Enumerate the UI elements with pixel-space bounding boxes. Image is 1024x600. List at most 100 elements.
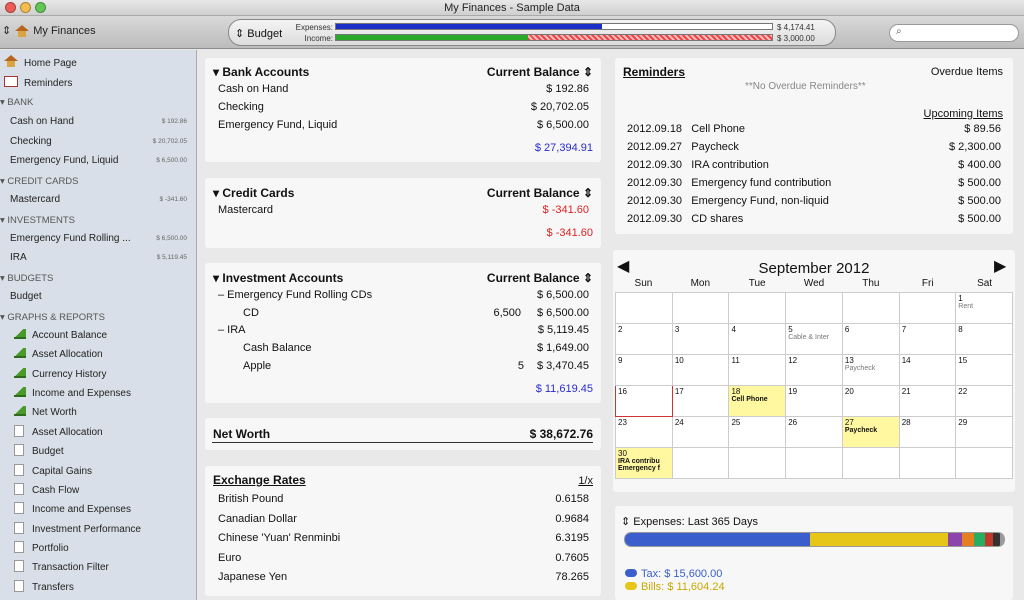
reminder-row[interactable]: 2012.09.30 Emergency Fund, non-liquid [627, 195, 829, 207]
account-name[interactable]: – Emergency Fund Rolling CDs [218, 289, 373, 301]
sidebar-item-graph[interactable]: Income and Expenses [14, 385, 211, 403]
sidebar-item-graph[interactable]: Net Worth [14, 404, 211, 422]
zoom-button[interactable] [35, 2, 46, 13]
reminder-row[interactable]: 2012.09.30 CD shares [627, 213, 743, 225]
current-balance-header[interactable]: Current Balance ⇕ [486, 271, 593, 285]
sidebar-item-report[interactable]: Income and Expenses [14, 501, 211, 519]
invert-rate-toggle[interactable]: 1/x [578, 475, 593, 487]
sidebar-header-bank[interactable]: ▾ BANK [0, 94, 197, 112]
exchange-rates-title[interactable]: Exchange Rates [213, 473, 306, 487]
calendar-day[interactable]: 20 [841, 385, 900, 417]
expenses-title[interactable]: ⇕ Expenses: Last 365 Days [621, 516, 759, 528]
expense-segment[interactable] [810, 533, 949, 546]
budget-selector[interactable]: ⇕ Budget [235, 28, 283, 40]
sidebar-item-report[interactable]: Budget [14, 443, 211, 461]
sidebar-item-account[interactable]: Emergency Fund Rolling ... $ 6,500.00 [10, 230, 197, 248]
calendar-day[interactable]: 18 Cell Phone [728, 385, 787, 417]
calendar-day[interactable]: 4 [728, 323, 787, 355]
sidebar-item-account[interactable]: Checking $ 20,702.05 [10, 133, 197, 151]
sidebar-item-report[interactable]: Portfolio [14, 540, 211, 558]
calendar-day[interactable] [728, 292, 787, 324]
next-month-arrow-icon[interactable]: ▶ [994, 258, 1007, 275]
calendar-day[interactable]: 25 [728, 416, 787, 448]
calendar-day[interactable]: 17 [671, 385, 730, 417]
calendar-day[interactable]: 24 [671, 416, 730, 448]
calendar-day[interactable] [615, 292, 673, 324]
calendar-day[interactable]: 10 [671, 354, 730, 386]
sidebar-header-graphs[interactable]: ▾ GRAPHS & REPORTS [0, 309, 197, 327]
calendar-day[interactable]: 9 [615, 354, 673, 386]
calendar-day[interactable]: 13 Paycheck [841, 354, 900, 386]
sidebar-header-budgets[interactable]: ▾ BUDGETS [0, 270, 197, 288]
reminder-row[interactable]: 2012.09.18 Cell Phone [627, 123, 745, 135]
calendar-day[interactable]: 21 [898, 385, 957, 417]
expense-segment[interactable] [948, 533, 963, 546]
calendar-day[interactable] [785, 292, 843, 324]
calendar-day[interactable]: 1 Rent [955, 292, 1013, 324]
security-name[interactable]: Cash Balance [243, 342, 312, 354]
sidebar-item-reminders[interactable]: Reminders [4, 75, 201, 93]
calendar-day[interactable]: 29 [955, 416, 1013, 448]
calendar-day[interactable]: 7 [898, 323, 957, 355]
previous-month-arrow-icon[interactable]: ◀ [617, 258, 630, 275]
expense-segment[interactable] [993, 533, 1001, 546]
calendar-day[interactable] [898, 292, 957, 324]
calendar-day[interactable]: 5 Cable & Inter [785, 323, 843, 355]
expense-segment[interactable] [1000, 533, 1004, 546]
calendar-day[interactable]: 3 [671, 323, 730, 355]
sidebar-item-account[interactable]: Emergency Fund, Liquid $ 6,500.00 [10, 152, 197, 170]
calendar-day[interactable]: 16 [615, 385, 673, 417]
current-balance-header[interactable]: Current Balance ⇕ [486, 65, 593, 79]
account-name[interactable]: Checking [218, 101, 264, 113]
close-button[interactable] [5, 2, 16, 13]
sidebar-item-report[interactable]: Asset Allocation [14, 424, 211, 442]
calendar-day[interactable]: 28 [898, 416, 957, 448]
calendar-day[interactable]: 12 [785, 354, 843, 386]
expense-segment[interactable] [625, 533, 811, 546]
sidebar-item-graph[interactable]: Asset Allocation [14, 346, 211, 364]
calendar-day[interactable]: 11 [728, 354, 787, 386]
calendar-day[interactable]: 27 Paycheck [841, 416, 900, 448]
sidebar-item-graph[interactable]: Account Balance [14, 327, 211, 345]
reminder-row[interactable]: 2012.09.27 Paycheck [627, 141, 739, 153]
account-name[interactable]: Emergency Fund, Liquid [218, 119, 338, 131]
credit-cards-title[interactable]: ▾ Credit Cards [213, 186, 294, 200]
sidebar-header-credit[interactable]: ▾ CREDIT CARDS [0, 173, 197, 191]
bank-accounts-title[interactable]: ▾ Bank Accounts [213, 65, 309, 79]
expense-segment[interactable] [974, 533, 985, 546]
calendar-day[interactable]: 19 [785, 385, 843, 417]
reminder-row[interactable]: 2012.09.30 Emergency fund contribution [627, 177, 831, 189]
account-selector[interactable]: ⇕ My Finances [2, 24, 96, 37]
sidebar-item-report[interactable]: Transaction Filter [14, 559, 211, 577]
account-name[interactable]: Cash on Hand [218, 83, 289, 95]
calendar-day[interactable] [841, 292, 900, 324]
calendar-day[interactable]: 30 IRA contribu Emergency f [615, 447, 673, 479]
calendar-day[interactable] [955, 447, 1013, 479]
reminders-title[interactable]: Reminders [623, 65, 686, 79]
investment-accounts-title[interactable]: ▾ Investment Accounts [213, 271, 343, 285]
account-name[interactable]: Mastercard [218, 204, 274, 216]
calendar-day[interactable] [671, 292, 730, 324]
reminder-row[interactable]: 2012.09.30 IRA contribution [627, 159, 769, 171]
calendar-day[interactable]: 14 [898, 354, 957, 386]
calendar-day[interactable] [785, 447, 843, 479]
calendar-day[interactable] [898, 447, 957, 479]
calendar-day[interactable]: 23 [615, 416, 673, 448]
sidebar-item-report[interactable]: Cash Flow [14, 482, 211, 500]
calendar-day[interactable]: 8 [955, 323, 1013, 355]
sidebar-item-report[interactable]: Capital Gains [14, 463, 211, 481]
sidebar-header-investments[interactable]: ▾ INVESTMENTS [0, 212, 197, 230]
calendar-day[interactable] [841, 447, 900, 479]
sidebar-item-account[interactable]: IRA $ 5,119.45 [10, 249, 197, 267]
calendar-day[interactable]: 26 [785, 416, 843, 448]
sidebar-item-home[interactable]: Home Page [4, 55, 201, 73]
calendar-day[interactable]: 15 [955, 354, 1013, 386]
sidebar-item-report[interactable]: Investment Performance [14, 521, 211, 539]
sidebar-item-graph[interactable]: Currency History [14, 366, 211, 384]
sidebar-item-budget[interactable]: Budget [10, 288, 207, 306]
account-name[interactable]: – IRA [218, 324, 246, 336]
expense-segment[interactable] [962, 533, 975, 546]
security-name[interactable]: Apple [243, 360, 272, 372]
expense-segment[interactable] [984, 533, 994, 546]
minimize-button[interactable] [20, 2, 31, 13]
